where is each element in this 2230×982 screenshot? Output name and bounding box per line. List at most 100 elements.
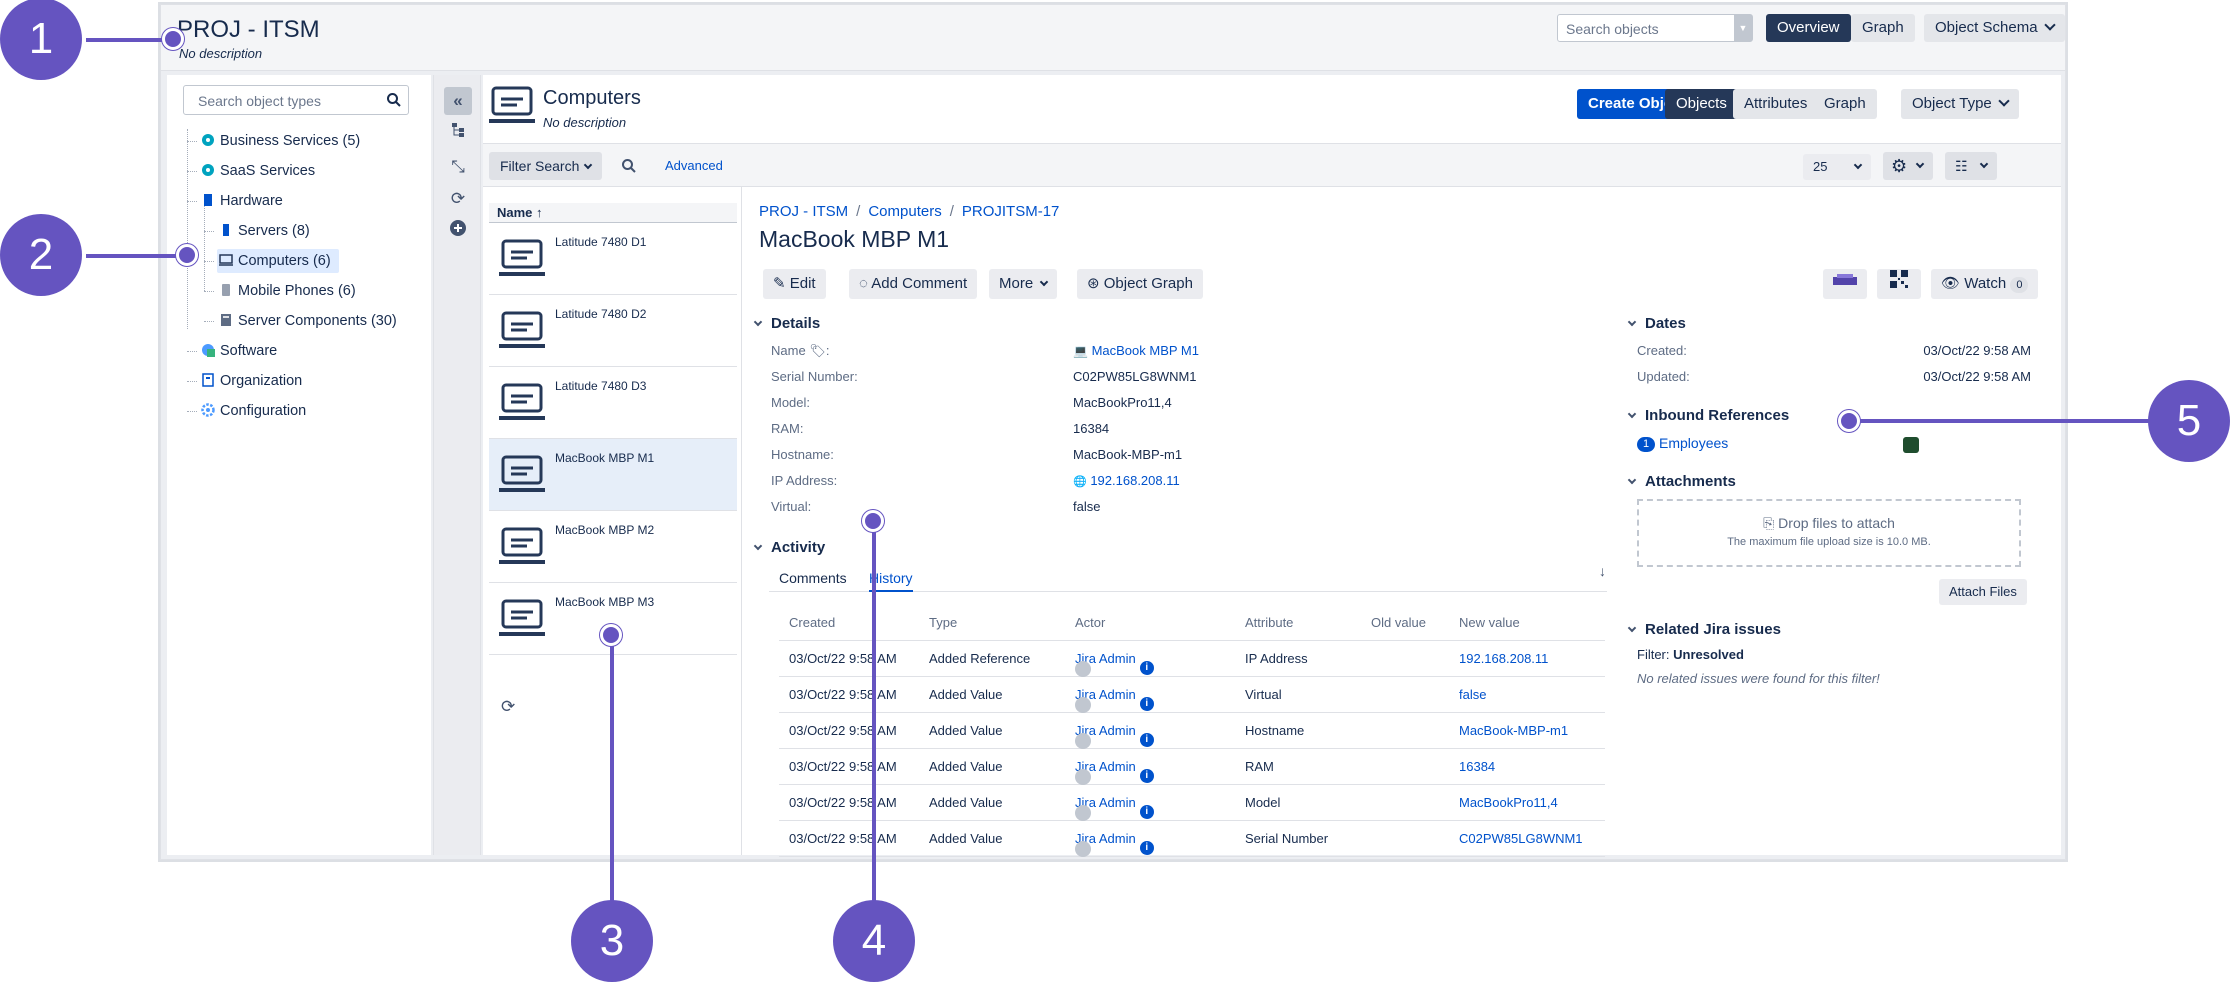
tree-item-software[interactable]: Software	[201, 339, 277, 363]
tree-item-mobile-phones[interactable]: Mobile Phones (6)	[219, 279, 356, 303]
collapse-left-icon[interactable]: «	[444, 87, 472, 115]
info-icon[interactable]: i	[1139, 697, 1154, 711]
inbound-reference-link[interactable]: Employees	[1659, 435, 1729, 451]
info-icon[interactable]: i	[1139, 769, 1154, 783]
refresh-icon[interactable]: ⟳	[450, 189, 466, 208]
actor-link[interactable]: Jira Admin	[1075, 795, 1136, 810]
tree-item-servers[interactable]: Servers (8)	[219, 219, 310, 243]
info-icon[interactable]: i	[1139, 841, 1154, 855]
search-dropdown-icon[interactable]: ▼	[1734, 15, 1752, 41]
add-object-type-icon[interactable]	[444, 217, 472, 245]
info-icon[interactable]: i	[1139, 661, 1154, 675]
history-new-value[interactable]: false	[1459, 687, 1487, 702]
actor-link[interactable]: Jira Admin	[1075, 723, 1136, 738]
inbound-reference-item[interactable]: 1 Employees	[1637, 435, 1728, 452]
info-icon[interactable]: i	[1139, 805, 1154, 819]
avatar	[1075, 733, 1091, 749]
more-button[interactable]: More	[989, 269, 1058, 299]
history-attribute: IP Address	[1245, 651, 1308, 666]
search-icon[interactable]	[621, 158, 637, 174]
ip-address-link[interactable]: 192.168.208.11	[1090, 473, 1180, 488]
overview-button[interactable]: Overview	[1766, 14, 1851, 42]
tree-item-configuration[interactable]: Configuration	[201, 399, 306, 423]
tree-item-label: Software	[220, 343, 278, 359]
breadcrumb-object-type[interactable]: Computers	[868, 203, 942, 220]
hierarchy-icon[interactable]	[444, 119, 472, 147]
tree-item-computers[interactable]: Computers (6)	[217, 249, 339, 273]
view-mode-button[interactable]: ☷	[1945, 152, 1997, 180]
history-new-value[interactable]: MacBookPro11,4	[1459, 795, 1558, 810]
tree-item-saas-services[interactable]: SaaS Services	[201, 159, 315, 183]
history-new-value[interactable]: C02PW85LG8WNM1	[1459, 831, 1583, 846]
computer-icon	[499, 239, 545, 276]
attach-files-button[interactable]: Attach Files	[1939, 579, 2027, 605]
print-label-button[interactable]	[1823, 269, 1867, 299]
add-comment-button[interactable]: ◌ Add Comment	[849, 269, 978, 299]
history-new-value[interactable]: 16384	[1459, 759, 1496, 774]
tab-comments[interactable]: Comments	[779, 570, 847, 586]
name-column-header[interactable]: Name ↑	[489, 203, 737, 223]
inbound-references-header[interactable]: Inbound References	[1627, 407, 1789, 424]
history-actor[interactable]: Jira Admin i	[1075, 759, 1154, 785]
file-drop-zone[interactable]: ⎘ Drop files to attach The maximum file …	[1637, 499, 2021, 567]
object-graph-button[interactable]: ⊛ Object Graph	[1077, 269, 1203, 299]
tree-item-server-components[interactable]: Server Components (30)	[219, 309, 397, 333]
dates-section-header[interactable]: Dates	[1627, 315, 1686, 332]
collapse-all-icon[interactable]: ⤡	[451, 157, 465, 176]
gear-icon: ⚙	[1891, 156, 1908, 176]
details-section-header[interactable]: Details	[753, 315, 820, 332]
tree-item-business-services[interactable]: Business Services (5)	[201, 129, 360, 153]
history-header-row: Created Type Actor Attribute Old value N…	[779, 605, 1605, 641]
tree-item-organization[interactable]: Organization	[201, 369, 302, 393]
search-object-types-input[interactable]: Search object types	[183, 85, 409, 115]
actor-link[interactable]: Jira Admin	[1075, 651, 1136, 666]
watch-button[interactable]: 👁 Watch 0	[1931, 269, 2039, 299]
list-item[interactable]: Latitude 7480 D1	[489, 223, 737, 295]
tree-item-hardware[interactable]: Hardware	[201, 189, 283, 213]
info-icon[interactable]: i	[1139, 733, 1154, 747]
actor-link[interactable]: Jira Admin	[1075, 687, 1136, 702]
list-item[interactable]: Latitude 7480 D2	[489, 295, 737, 367]
activity-section-header[interactable]: Activity	[753, 539, 825, 556]
advanced-search-link[interactable]: Advanced	[665, 158, 723, 173]
list-item[interactable]: Latitude 7480 D3	[489, 367, 737, 439]
object-schema-button[interactable]: Object Schema	[1924, 14, 2065, 42]
history-new-value[interactable]: MacBook-MBP-m1	[1459, 723, 1569, 738]
edit-button[interactable]: ✎ Edit	[763, 269, 826, 299]
schema-description: No description	[179, 46, 263, 61]
settings-menu-button[interactable]: ⚙	[1883, 152, 1933, 180]
qr-code-button[interactable]	[1877, 269, 1921, 299]
search-objects-input[interactable]: Search objects ▼	[1557, 14, 1753, 42]
history-actor[interactable]: Jira Admin i	[1075, 723, 1154, 749]
attribute-value-link[interactable]: 💻 MacBook MBP M1	[1073, 343, 1199, 358]
filter-search-button[interactable]: Filter Search	[489, 152, 603, 180]
object-type-button[interactable]: Object Type	[1901, 89, 2019, 119]
list-item-selected[interactable]: MacBook MBP M1	[489, 439, 737, 511]
attachments-header[interactable]: Attachments	[1627, 473, 1736, 490]
history-actor[interactable]: Jira Admin i	[1075, 831, 1154, 857]
chevron-down-icon	[753, 541, 763, 551]
history-actor[interactable]: Jira Admin i	[1075, 795, 1154, 821]
graph-button[interactable]: Graph	[1851, 14, 1915, 42]
related-jira-issues-header[interactable]: Related Jira issues	[1627, 621, 1781, 638]
object-name-link[interactable]: MacBook MBP M1	[1091, 343, 1199, 358]
tab-objects[interactable]: Objects	[1665, 89, 1738, 119]
breadcrumb-object-key[interactable]: PROJITSM-17	[961, 203, 1060, 220]
attribute-value-link[interactable]: 🌐 192.168.208.11	[1073, 473, 1180, 488]
actor-link[interactable]: Jira Admin	[1075, 831, 1136, 846]
actor-link[interactable]: Jira Admin	[1075, 759, 1136, 774]
refresh-icon[interactable]: ⟳	[501, 697, 516, 716]
list-item[interactable]: MacBook MBP M2	[489, 511, 737, 583]
breadcrumb-schema[interactable]: PROJ - ITSM	[759, 203, 849, 220]
search-icon[interactable]	[386, 92, 402, 108]
tab-history[interactable]: History	[869, 570, 913, 592]
history-actor[interactable]: Jira Admin i	[1075, 687, 1154, 713]
sort-down-icon[interactable]: ↓	[1599, 563, 1606, 579]
tab-attributes[interactable]: Attributes	[1733, 89, 1819, 119]
history-actor[interactable]: Jira Admin i	[1075, 651, 1154, 677]
page-size-select[interactable]: 25	[1803, 154, 1871, 180]
history-new-value[interactable]: 192.168.208.11	[1459, 651, 1549, 666]
tab-graph[interactable]: Graph	[1813, 89, 1877, 119]
filter-value[interactable]: Unresolved	[1673, 647, 1744, 662]
avatar	[1075, 697, 1091, 713]
